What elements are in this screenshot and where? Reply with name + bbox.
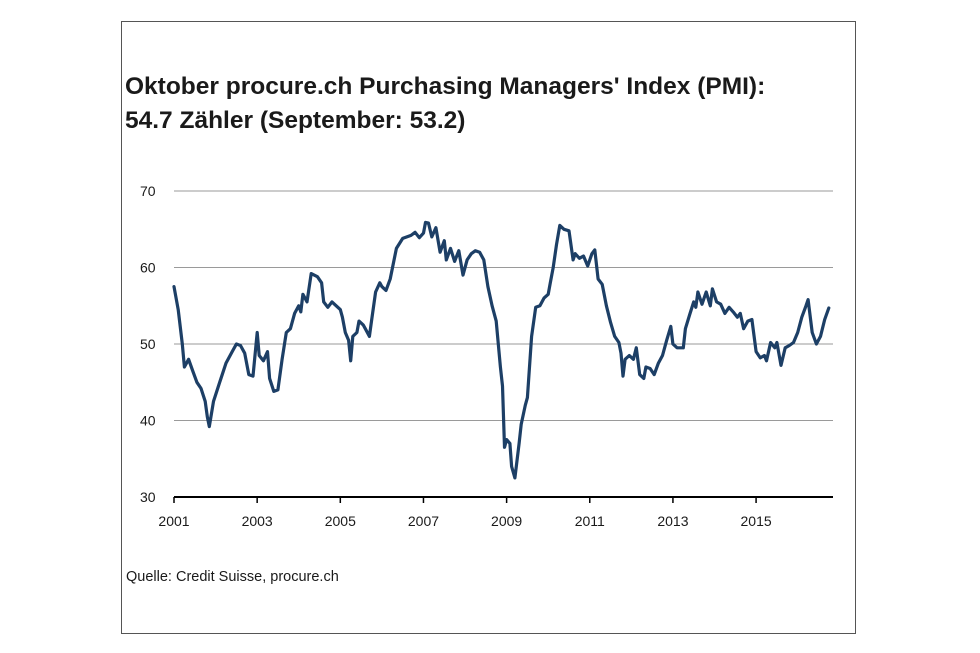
x-tick-label-2007: 2007 [408, 513, 439, 529]
series-line-0 [172, 220, 831, 480]
x-axis: 2001 2003 2005 2007 2009 2011 2013 2015 [158, 496, 833, 529]
series-pmi [172, 220, 831, 480]
chart-title-line-1: Oktober procure.ch Purchasing Managers' … [125, 73, 766, 100]
x-tick-label-2009: 2009 [491, 513, 522, 529]
y-tick-label-30: 30 [140, 489, 156, 505]
chart-title: Oktober procure.ch Purchasing Managers' … [125, 70, 765, 138]
chart-title-line-2: 54.7 Zähler (September: 53.2) [125, 107, 466, 134]
x-tick-label-2001: 2001 [158, 513, 189, 529]
y-tick-label-60: 60 [140, 260, 156, 276]
y-axis-tick-labels: 70 60 50 40 30 [140, 183, 156, 505]
x-tick-label-2005: 2005 [325, 513, 356, 529]
source-note: Quelle: Credit Suisse, procure.ch [126, 569, 339, 585]
y-tick-label-70: 70 [140, 183, 156, 199]
x-tick-label-2003: 2003 [242, 513, 273, 529]
x-tick-label-2015: 2015 [741, 513, 772, 529]
y-tick-label-40: 40 [140, 413, 156, 429]
x-tick-label-2013: 2013 [657, 513, 688, 529]
y-tick-label-50: 50 [140, 336, 156, 352]
x-tick-label-2011: 2011 [575, 513, 605, 529]
chart-frame [121, 21, 856, 634]
